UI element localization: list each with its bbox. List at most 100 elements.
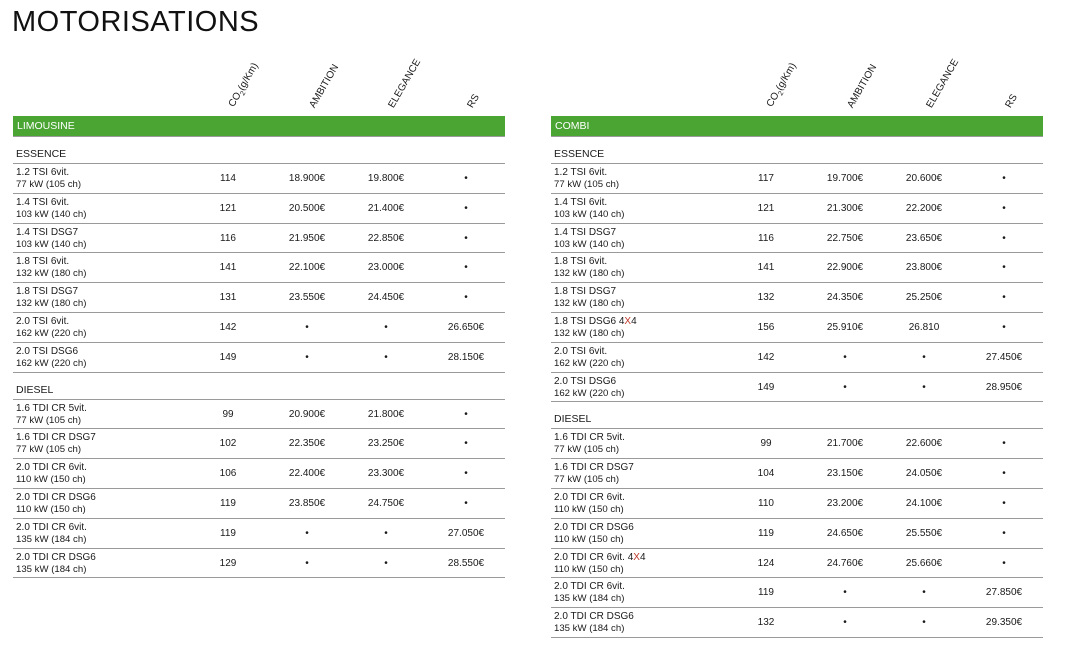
ambition-price: 21.300€ (826, 202, 864, 214)
table-row: 2.0 TDI CR DSG6 110 kW (150 ch) 119 23.850€… (13, 489, 505, 519)
engine-power: 103 kW (140 ch) (16, 238, 87, 250)
engine-name: 1.8 TSI DSG6 4X4 132 kW (180 ch) (554, 316, 637, 340)
engine-power: 132 kW (180 ch) (554, 327, 625, 339)
co2-value: 131 (219, 292, 237, 304)
engine-model: 2.0 TSI 6vit. (554, 345, 608, 357)
ambition-price: 20.500€ (288, 202, 326, 214)
elegance-column-header: ELEGANCE (924, 57, 962, 110)
engine-name: 1.6 TDI CR DSG7 77 kW (105 ch) (16, 432, 96, 456)
table-row: 1.6 TDI CR DSG7 77 kW (105 ch) 102 22.350€ 2… (13, 429, 505, 460)
elegance-price: • (922, 351, 926, 363)
engine-power: 77 kW (105 ch) (554, 179, 620, 190)
rs-price: • (1002, 232, 1006, 244)
table-row: 2.0 TDI CR 6vit. 110 kW (150 ch) 110 23.200… (551, 489, 1043, 519)
engine-name: 1.8 TSI 6vit. 132 kW (180 ch) (16, 256, 86, 280)
table-divider (551, 136, 1043, 137)
rs-price: • (1002, 468, 1006, 480)
engine-name: 1.6 TDI CR 5vit. 77 kW (105 ch) (554, 432, 625, 456)
engine-model: 2.0 TDI CR DSG6 (16, 551, 96, 563)
rs-price: • (1002, 173, 1006, 184)
co2-value: 124 (757, 557, 775, 569)
engine-name: 2.0 TSI 6vit. 162 kW (220 ch) (16, 316, 86, 340)
engine-name: 1.4 TSI 6vit. 103 kW (140 ch) (16, 197, 86, 221)
rs-price: • (464, 173, 468, 184)
column-headers: CO2(g/Km) AMBITION ELEGANCE RS (13, 0, 505, 116)
ambition-price: 22.900€ (826, 262, 864, 274)
rs-price: • (464, 232, 468, 244)
engine-name: 2.0 TSI DSG6 162 kW (220 ch) (554, 376, 624, 400)
engine-model: 2.0 TDI CR DSG6 (554, 521, 634, 533)
table-row: 1.2 TSI 6vit. 77 kW (105 ch) 114 18.900€ 19.… (13, 164, 505, 194)
elegance-price: 23.650€ (905, 232, 943, 244)
ambition-column-header: AMBITION (307, 62, 342, 110)
x4-marker: X (633, 551, 640, 563)
rs-price: • (1002, 527, 1006, 539)
rs-price: • (464, 292, 468, 304)
engine-name: 2.0 TSI 6vit. 162 kW (220 ch) (554, 346, 624, 370)
elegance-price: 23.250€ (367, 438, 405, 450)
engine-model: 2.0 TSI DSG6 (16, 345, 79, 357)
engine-power: 135 kW (184 ch) (554, 593, 625, 605)
rs-column-header: RS (465, 92, 482, 110)
co2-value: 156 (757, 321, 775, 333)
engine-power: 135 kW (184 ch) (16, 533, 87, 545)
engine-model: 1.2 TSI 6vit. (554, 167, 608, 178)
table-divider (13, 136, 505, 137)
engine-model: 1.4 TSI 6vit. (554, 196, 608, 208)
engine-model: 1.4 TSI 6vit. (16, 196, 70, 208)
ambition-price: 21.700€ (826, 438, 864, 450)
engine-power: 77 kW (105 ch) (554, 444, 620, 456)
ambition-price: 24.350€ (826, 292, 864, 304)
ambition-price: 23.550€ (288, 292, 326, 304)
elegance-price: 19.800€ (367, 173, 405, 184)
table-row: 1.6 TDI CR 5vit. 77 kW (105 ch) 99 20.900€ 2… (13, 400, 505, 430)
table-row: 2.0 TDI CR 6vit. 135 kW (184 ch) 119 • • 27.0… (13, 519, 505, 549)
engine-model: 1.8 TSI DSG7 (16, 286, 79, 298)
ambition-price: 21.950€ (288, 232, 326, 244)
rs-price: 27.450€ (985, 351, 1023, 363)
rs-price: • (1002, 497, 1006, 509)
rs-price: • (1002, 321, 1006, 333)
rs-price: 28.950€ (985, 381, 1023, 393)
section-title: DIESEL (13, 373, 505, 400)
table-row: 2.0 TDI CR 6vit. 4X4 110 kW (150 ch) 124 24… (551, 549, 1043, 579)
engine-model: 1.6 TDI CR 5vit. (554, 432, 625, 444)
engine-model: 2.0 TDI CR DSG6 (16, 491, 96, 503)
ambition-price: • (305, 351, 309, 363)
elegance-price: 22.200€ (905, 202, 943, 214)
engine-model: 2.0 TDI CR 6vit. 4X4 (554, 551, 646, 563)
column-headers: CO2(g/Km) AMBITION ELEGANCE RS (551, 0, 1043, 116)
table-row: 2.0 TDI CR 6vit. 135 kW (184 ch) 119 • • 27.8… (551, 578, 1043, 609)
co2-value: 132 (757, 292, 775, 304)
engine-model: 2.0 TDI CR 6vit. (16, 521, 87, 533)
co2-value: 142 (219, 321, 237, 333)
co2-value: 99 (760, 438, 772, 450)
table-row: 1.6 TDI CR DSG7 77 kW (105 ch) 104 23.150€ 2… (551, 459, 1043, 489)
engine-name: 1.2 TSI 6vit. 77 kW (105 ch) (554, 167, 619, 191)
elegance-price: 24.750€ (367, 497, 405, 509)
ambition-price: • (843, 381, 847, 393)
table-row: 2.0 TDI CR 6vit. 110 kW (150 ch) 106 22.400… (13, 459, 505, 489)
ambition-price: 23.200€ (826, 497, 864, 509)
ambition-price: 20.900€ (288, 408, 326, 420)
elegance-price: 24.450€ (367, 292, 405, 304)
co2-value: 129 (219, 557, 237, 569)
limousine-table: ESSENCE 1.2 TSI 6vit. 77 kW (105 ch) 114 18.… (13, 136, 505, 579)
elegance-price: • (922, 587, 926, 599)
co2-column-header: CO2(g/Km) (764, 61, 799, 109)
engine-power: 110 kW (150 ch) (554, 563, 624, 575)
engine-model: 1.6 TDI CR DSG7 (16, 432, 96, 444)
x4-marker: X (624, 315, 632, 327)
page-title: MOTORISATIONS (12, 6, 260, 38)
table-row: 2.0 TDI CR DSG6 135 kW (184 ch) 129 • • 28.55… (13, 549, 505, 579)
co2-value: 141 (757, 262, 775, 274)
co2-value: 142 (757, 351, 775, 363)
combi-panel: CO2(g/Km) AMBITION ELEGANCE RS COMBI ESS… (551, 0, 1043, 638)
co2-value: 102 (219, 438, 237, 450)
rs-price: • (1002, 292, 1006, 304)
engine-name: 2.0 TDI CR 6vit. 4X4 110 kW (150 ch) (554, 552, 646, 576)
table-row: 2.0 TSI 6vit. 162 kW (220 ch) 142 • • 26.650€ (13, 313, 505, 343)
elegance-price: • (922, 617, 926, 629)
engine-name: 1.8 TSI DSG7 132 kW (180 ch) (16, 286, 86, 310)
limousine-panel: CO2(g/Km) AMBITION ELEGANCE RS LIMOUSINE… (13, 0, 505, 579)
